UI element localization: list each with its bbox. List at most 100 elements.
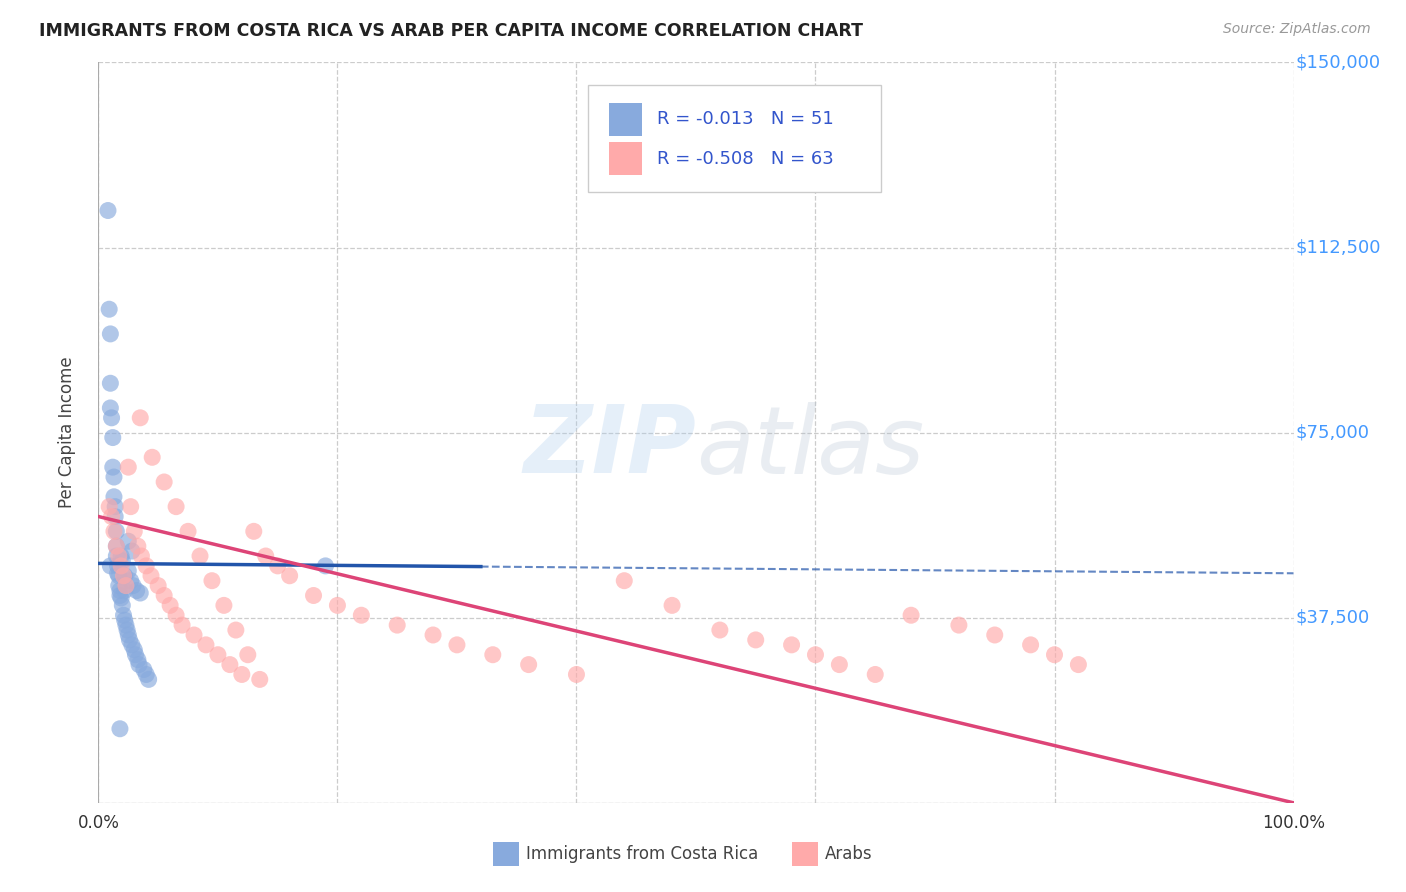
Point [141, 450, 163, 465]
Point [98, 500, 121, 514]
Point [745, 632, 768, 647]
Point [172, 618, 194, 632]
Point [115, 579, 138, 593]
Point [148, 579, 170, 593]
Point [828, 657, 851, 672]
Point [481, 648, 505, 662]
Text: Immigrants from Costa Rica: Immigrants from Costa Rica [526, 845, 758, 863]
Point [105, 524, 128, 539]
Point [121, 544, 143, 558]
Point [165, 608, 187, 623]
Point [613, 574, 636, 588]
Point [865, 667, 887, 681]
Point [105, 539, 128, 553]
Text: $112,500: $112,500 [1296, 238, 1382, 257]
Point [132, 663, 155, 677]
Point [153, 589, 176, 603]
Point [110, 558, 132, 573]
Bar [494, 842, 519, 866]
Point [112, 608, 135, 623]
Point [110, 549, 132, 563]
Text: Source: ZipAtlas.com: Source: ZipAtlas.com [1223, 22, 1371, 37]
Point [114, 583, 136, 598]
Point [111, 599, 134, 613]
Point [103, 490, 125, 504]
Point [110, 591, 132, 605]
Point [326, 599, 349, 613]
Point [98, 376, 122, 391]
Point [114, 568, 136, 582]
Point [114, 613, 136, 627]
Point [267, 558, 290, 573]
Point [139, 568, 162, 582]
Point [107, 579, 129, 593]
Point [107, 568, 129, 582]
Point [111, 554, 134, 568]
Point [219, 657, 242, 672]
Point [1043, 648, 1066, 662]
Point [517, 657, 540, 672]
Point [188, 549, 211, 563]
Point [165, 500, 187, 514]
Point [1019, 638, 1042, 652]
Point [153, 475, 176, 489]
Text: ZIP: ZIP [523, 401, 696, 493]
Point [122, 579, 145, 593]
Point [112, 568, 135, 582]
Text: $75,000: $75,000 [1296, 424, 1369, 442]
Point [243, 524, 266, 539]
Point [804, 648, 827, 662]
Text: $150,000: $150,000 [1296, 54, 1381, 71]
Point [661, 599, 683, 613]
Point [101, 460, 124, 475]
Point [127, 653, 149, 667]
Point [124, 524, 146, 539]
Point [183, 628, 205, 642]
Point [135, 558, 157, 573]
Point [195, 638, 218, 652]
Point [780, 638, 803, 652]
Text: IMMIGRANTS FROM COSTA RICA VS ARAB PER CAPITA INCOME CORRELATION CHART: IMMIGRANTS FROM COSTA RICA VS ARAB PER C… [39, 22, 863, 40]
Point [446, 638, 468, 652]
Y-axis label: Per Capita Income: Per Capita Income [58, 357, 76, 508]
Point [565, 667, 588, 681]
Point [121, 638, 143, 652]
Point [207, 648, 229, 662]
Point [104, 509, 127, 524]
Point [131, 549, 153, 563]
Point [201, 574, 224, 588]
Bar [792, 842, 818, 866]
Point [129, 586, 152, 600]
Point [107, 566, 129, 581]
Point [117, 564, 139, 578]
Point [225, 623, 247, 637]
Point [231, 667, 253, 681]
Point [177, 524, 200, 539]
Point [120, 500, 142, 514]
Point [108, 722, 131, 736]
Point [124, 648, 146, 662]
Point [138, 673, 160, 687]
Text: Arabs: Arabs [825, 845, 873, 863]
Point [118, 632, 141, 647]
Point [135, 667, 157, 681]
Point [1067, 657, 1090, 672]
Point [117, 534, 139, 549]
Point [103, 470, 125, 484]
Point [128, 657, 150, 672]
Point [948, 618, 970, 632]
Point [212, 599, 235, 613]
Point [984, 628, 1007, 642]
Bar [609, 142, 643, 176]
Text: R = -0.013   N = 51: R = -0.013 N = 51 [657, 111, 834, 128]
Point [254, 549, 277, 563]
Point [385, 618, 409, 632]
Point [236, 648, 259, 662]
Point [125, 583, 148, 598]
FancyBboxPatch shape [589, 85, 882, 192]
Point [278, 568, 301, 582]
Point [159, 599, 181, 613]
Point [104, 500, 127, 514]
Bar [609, 103, 643, 136]
Text: $37,500: $37,500 [1296, 608, 1371, 627]
